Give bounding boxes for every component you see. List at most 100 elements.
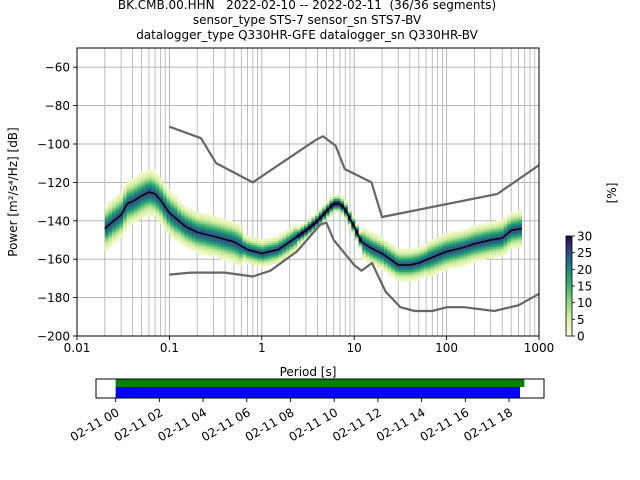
- ppsd-heatmap-cell: [507, 229, 512, 232]
- ppsd-heatmap-cell: [159, 214, 164, 217]
- ppsd-heatmap-cell: [449, 242, 454, 246]
- ppsd-heatmap-cell: [242, 233, 247, 236]
- ppsd-heatmap-cell: [478, 244, 483, 248]
- ppsd-heatmap-cell: [376, 235, 381, 238]
- ppsd-heatmap-cell: [387, 248, 392, 251]
- ppsd-heatmap-cell: [249, 240, 254, 244]
- ppsd-heatmap-cell: [224, 221, 229, 224]
- ppsd-heatmap-cell: [271, 248, 276, 251]
- ppsd-heatmap-cell: [358, 240, 363, 244]
- ppsd-heatmap-cell: [184, 231, 189, 234]
- ppsd-heatmap-cell: [108, 212, 113, 215]
- ppsd-heatmap-cell: [180, 242, 185, 246]
- ppsd-heatmap-cell: [126, 194, 131, 198]
- ppsd-heatmap-cell: [130, 216, 135, 219]
- ppsd-heatmap-cell: [202, 227, 207, 230]
- ppsd-heatmap-cell: [499, 244, 504, 248]
- ppsd-heatmap-cell: [148, 200, 153, 203]
- ppsd-heatmap-cell: [199, 250, 203, 253]
- ppsd-heatmap-cell: [173, 221, 178, 224]
- ppsd-heatmap-cell: [503, 240, 508, 244]
- ppsd-heatmap-cell: [278, 258, 283, 261]
- ppsd-heatmap-cell: [267, 239, 272, 242]
- ppsd-heatmap-cell: [104, 239, 109, 242]
- ppsd-heatmap-cell: [133, 200, 138, 203]
- ppsd-heatmap-cell: [260, 260, 265, 263]
- ppsd-heatmap-cell: [166, 200, 171, 203]
- ppsd-heatmap-cell: [438, 265, 443, 269]
- ppsd-heatmap-cell: [499, 229, 504, 232]
- ppsd-heatmap-cell: [144, 191, 149, 194]
- ppsd-heatmap-cell: [383, 258, 388, 261]
- ppsd-heatmap-cell: [159, 179, 164, 182]
- ppsd-heatmap-cell: [300, 233, 305, 236]
- ppsd-heatmap-cell: [151, 200, 156, 203]
- ppsd-heatmap-cell: [434, 260, 439, 263]
- ppsd-heatmap-cell: [514, 239, 519, 242]
- ppsd-heatmap-cell: [137, 189, 142, 192]
- ppsd-heatmap-cell: [315, 216, 320, 219]
- ppsd-heatmap-cell: [137, 204, 142, 207]
- ppsd-heatmap-cell: [485, 223, 490, 226]
- ppsd-heatmap-cell: [481, 227, 486, 230]
- ppsd-heatmap-cell: [235, 227, 240, 230]
- ppsd-heatmap-cell: [224, 246, 229, 249]
- ppsd-heatmap-cell: [409, 277, 414, 280]
- ppsd-heatmap-cell: [115, 212, 120, 215]
- ppsd-heatmap-cell: [398, 260, 403, 263]
- ppsd-heatmap-cell: [202, 240, 207, 244]
- ppsd-heatmap-cell: [467, 239, 472, 242]
- ppsd-heatmap-cell: [275, 240, 280, 244]
- ppsd-heatmap-cell: [141, 179, 145, 182]
- ppsd-heatmap-cell: [485, 240, 490, 244]
- ppsd-heatmap-cell: [141, 210, 145, 213]
- ppsd-heatmap-cell: [438, 267, 443, 271]
- ppsd-heatmap-cell: [177, 231, 182, 234]
- ppsd-heatmap-cell: [456, 233, 461, 236]
- ppsd-heatmap-cell: [220, 219, 225, 223]
- ppsd-heatmap-cell: [474, 252, 479, 255]
- ppsd-heatmap-cell: [478, 250, 483, 253]
- ppsd-heatmap-cell: [463, 229, 468, 232]
- ppsd-heatmap-cell: [228, 231, 232, 234]
- ppsd-heatmap-cell: [104, 240, 109, 244]
- ppsd-heatmap-cell: [481, 223, 486, 226]
- ppsd-heatmap-cell: [300, 235, 305, 238]
- ppsd-heatmap-cell: [445, 252, 450, 255]
- ppsd-heatmap-cell: [180, 216, 185, 219]
- ppsd-heatmap-cell: [180, 221, 185, 224]
- ppsd-heatmap-cell: [126, 196, 131, 200]
- ppsd-heatmap-cell: [304, 235, 309, 238]
- ppsd-heatmap-cell: [199, 242, 203, 246]
- ppsd-heatmap-cell: [188, 210, 193, 213]
- ppsd-heatmap-cell: [119, 194, 124, 198]
- ppsd-heatmap-cell: [235, 244, 240, 248]
- ppsd-heatmap-cell: [122, 214, 127, 217]
- ppsd-heatmap-cell: [485, 244, 490, 248]
- ppsd-heatmap-cell: [467, 227, 472, 230]
- ppsd-heatmap-cell: [510, 244, 515, 248]
- ppsd-heatmap-cell: [267, 248, 272, 251]
- ppsd-heatmap-cell: [496, 252, 501, 255]
- ppsd-heatmap-cell: [108, 227, 113, 230]
- ppsd-heatmap-cell: [492, 231, 497, 234]
- ppsd-heatmap-cell: [315, 214, 320, 217]
- ppsd-heatmap-cell: [141, 171, 145, 175]
- ppsd-heatmap-cell: [492, 240, 497, 244]
- ppsd-heatmap-cell: [518, 235, 523, 238]
- ppsd-heatmap-cell: [173, 223, 178, 226]
- ppsd-heatmap-cell: [307, 221, 312, 224]
- ppsd-heatmap-cell: [438, 239, 443, 242]
- ppsd-heatmap-cell: [159, 194, 164, 198]
- ppsd-heatmap-cell: [148, 202, 153, 205]
- ppsd-heatmap-cell: [275, 254, 280, 257]
- ppsd-heatmap-cell: [235, 252, 240, 255]
- ppsd-heatmap-cell: [213, 225, 218, 228]
- ppsd-heatmap-cell: [485, 235, 490, 238]
- ppsd-heatmap-cell: [492, 237, 497, 240]
- ppsd-heatmap-cell: [155, 181, 160, 184]
- ppsd-heatmap-cell: [246, 244, 251, 248]
- ppsd-heatmap-cell: [209, 239, 214, 242]
- ppsd-heatmap-cell: [242, 254, 247, 257]
- ppsd-heatmap-cell: [184, 244, 189, 248]
